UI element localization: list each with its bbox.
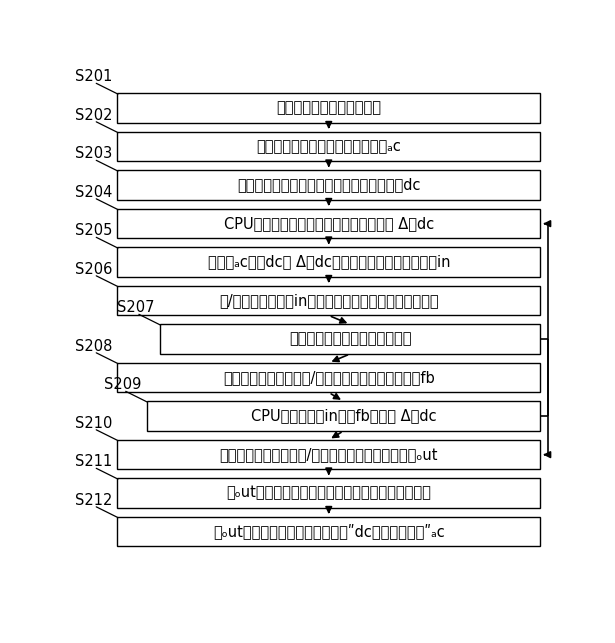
Text: 第二信号送入低压侧光/电转换模块变为输出信号𝑈ₒut: 第二信号送入低压侧光/电转换模块变为输出信号𝑈ₒut bbox=[220, 447, 438, 462]
Text: S203: S203 bbox=[74, 146, 112, 161]
FancyBboxPatch shape bbox=[117, 132, 541, 161]
Text: S206: S206 bbox=[74, 262, 112, 276]
Text: 信号调理模块输出交流电压信号𝑈ₐc: 信号调理模块输出交流电压信号𝑈ₐc bbox=[256, 139, 401, 154]
FancyBboxPatch shape bbox=[117, 170, 541, 200]
Text: 母线电流信号进行信号调理: 母线电流信号进行信号调理 bbox=[276, 101, 381, 116]
FancyBboxPatch shape bbox=[160, 324, 541, 354]
Text: S205: S205 bbox=[74, 223, 112, 238]
FancyBboxPatch shape bbox=[146, 401, 541, 431]
Text: 电/光转换模块将𝑈in变为光信号经第一光纤传至分光器: 电/光转换模块将𝑈in变为光信号经第一光纤传至分光器 bbox=[219, 293, 438, 308]
Text: 分光器输出第一信号和第二信号: 分光器输出第一信号和第二信号 bbox=[289, 332, 411, 347]
FancyBboxPatch shape bbox=[117, 248, 541, 277]
Text: 第一信号送入高压侧光/电转换模块变为反馈信号𝑈fb: 第一信号送入高压侧光/电转换模块变为反馈信号𝑈fb bbox=[223, 370, 435, 385]
Text: 偏置电压生成模块生成直流偏置电压信号𝑈dc: 偏置电压生成模块生成直流偏置电压信号𝑈dc bbox=[237, 177, 421, 193]
Text: S212: S212 bbox=[74, 493, 112, 507]
Text: S210: S210 bbox=[74, 415, 112, 431]
FancyBboxPatch shape bbox=[117, 517, 541, 547]
Text: S202: S202 bbox=[74, 107, 112, 123]
Text: S208: S208 bbox=[74, 339, 112, 354]
Text: S211: S211 bbox=[74, 454, 112, 469]
Text: S207: S207 bbox=[117, 300, 155, 315]
Text: 信号𝑈ₐc、𝑈dc及 Δ𝑈dc经加法器相加后输出信号𝑈in: 信号𝑈ₐc、𝑈dc及 Δ𝑈dc经加法器相加后输出信号𝑈in bbox=[207, 255, 450, 269]
FancyBboxPatch shape bbox=[117, 93, 541, 123]
Text: S209: S209 bbox=[104, 377, 141, 392]
FancyBboxPatch shape bbox=[117, 478, 541, 508]
FancyBboxPatch shape bbox=[117, 286, 541, 316]
Text: 𝑈ₒut被分离为低压侧直流信号𝑈ʺdc和交流信号𝑈ʺₐc: 𝑈ₒut被分离为低压侧直流信号𝑈ʺdc和交流信号𝑈ʺₐc bbox=[213, 524, 445, 539]
Text: S204: S204 bbox=[74, 185, 112, 199]
Text: S201: S201 bbox=[74, 69, 112, 84]
Text: CPU控制偏置补偿生成模块生成补偿电压 Δ𝑈dc: CPU控制偏置补偿生成模块生成补偿电压 Δ𝑈dc bbox=[224, 216, 434, 231]
FancyBboxPatch shape bbox=[117, 440, 541, 469]
FancyBboxPatch shape bbox=[117, 209, 541, 239]
FancyBboxPatch shape bbox=[117, 363, 541, 392]
Text: 𝑈ₒut经滤波模块后送入信号分离模块进行信号分离: 𝑈ₒut经滤波模块后送入信号分离模块进行信号分离 bbox=[226, 485, 431, 501]
Text: CPU同步采样𝑈in和𝑈fb并计算 Δ𝑈dc: CPU同步采样𝑈in和𝑈fb并计算 Δ𝑈dc bbox=[251, 409, 436, 424]
